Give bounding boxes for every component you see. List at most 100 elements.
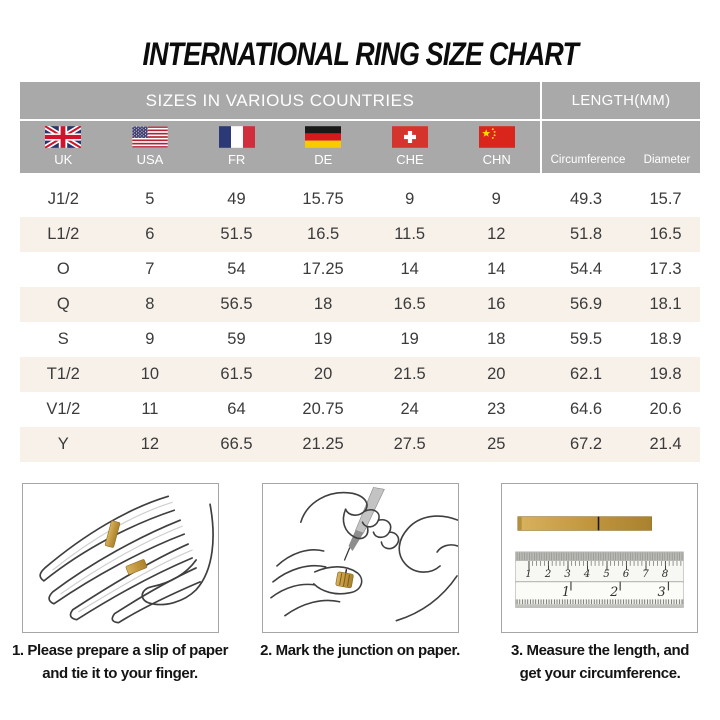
table-row: Y 12 66.5 21.25 27.5 25 67.2 21.4 xyxy=(20,427,700,462)
table-cell: 16.5 xyxy=(307,225,340,243)
column-label: FR xyxy=(227,152,246,167)
column-label: CHE xyxy=(396,152,424,167)
table-cell: 49 xyxy=(227,190,246,208)
table-cell: 19 xyxy=(313,330,333,348)
table-cell: 59 xyxy=(227,330,246,348)
column-header-de: DE xyxy=(280,121,367,173)
svg-text:1: 1 xyxy=(525,568,532,580)
table-cell: 18 xyxy=(487,330,506,348)
table-row: O 7 54 17.25 14 14 54.4 17.3 xyxy=(20,252,700,287)
table-cell: 14 xyxy=(400,260,419,278)
china-flag-icon xyxy=(478,126,515,148)
length-group-header: LENGTH(MM) xyxy=(542,82,700,119)
column-label: CHN xyxy=(482,152,511,167)
table-cell: Q xyxy=(56,295,70,313)
size-table-body: J1/2 5 49 15.75 9 9 49.3 15.7 L1/2 6 51.5 16.5 11.5 1… xyxy=(20,182,700,462)
svg-text:2: 2 xyxy=(544,568,552,580)
svg-text:7: 7 xyxy=(642,568,649,580)
table-cell: 12 xyxy=(140,435,160,453)
table-cell: L1/2 xyxy=(47,225,80,243)
step-captions: 1. Please prepare a slip of paper and ti… xyxy=(0,640,720,685)
table-cell: 15.75 xyxy=(302,190,344,208)
table-cell: 18.9 xyxy=(649,330,682,348)
step-1-illustration xyxy=(22,483,219,633)
hand-with-paper-slip-illustration xyxy=(39,495,214,624)
table-cell: 20 xyxy=(487,365,506,383)
switzerland-flag-icon xyxy=(391,126,428,148)
table-cell: 61.5 xyxy=(220,365,253,383)
column-header-uk: UK xyxy=(20,121,107,173)
table-cell: 66.5 xyxy=(220,435,253,453)
table-cell: 49.3 xyxy=(570,190,603,208)
table-cell: 62.1 xyxy=(570,365,603,383)
table-cell: 9 xyxy=(405,190,415,208)
germany-flag-icon xyxy=(305,126,342,148)
table-cell: 67.2 xyxy=(570,435,603,453)
table-cell: 12 xyxy=(487,225,506,243)
table-cell: 6 xyxy=(145,225,155,243)
ruler-inch-numbers: 1 2 3 xyxy=(562,585,666,600)
size-conversion-table: SIZES IN VARIOUS COUNTRIES LENGTH(MM) UK xyxy=(20,82,700,462)
page-title-text: INTERNATIONAL RING SIZE CHART xyxy=(142,36,578,72)
uk-flag-icon xyxy=(45,126,82,148)
country-columns: UK xyxy=(20,121,540,173)
step-2-illustration xyxy=(261,483,459,633)
table-group-header: SIZES IN VARIOUS COUNTRIES LENGTH(MM) xyxy=(20,82,700,119)
table-row: L1/2 6 51.5 16.5 11.5 12 51.8 16.5 xyxy=(20,217,700,252)
table-cell: 25 xyxy=(487,435,506,453)
svg-text:4: 4 xyxy=(583,568,591,580)
table-cell: 17.3 xyxy=(649,260,682,278)
column-header-che: CHE xyxy=(367,121,454,173)
table-cell: 56.5 xyxy=(220,295,253,313)
france-flag-icon xyxy=(218,126,255,148)
table-cell: 16.5 xyxy=(393,295,426,313)
column-label: DE xyxy=(314,152,333,167)
table-cell: 16 xyxy=(487,295,506,313)
table-cell: S xyxy=(57,330,69,348)
table-cell: 7 xyxy=(145,260,155,278)
table-cell: 8 xyxy=(145,295,155,313)
table-cell: 24 xyxy=(400,400,419,418)
table-cell: 54.4 xyxy=(570,260,603,278)
length-columns: Circumference Diameter xyxy=(542,121,700,173)
table-cell: 23 xyxy=(487,400,506,418)
column-header-diameter: Diameter xyxy=(643,154,691,166)
table-cell: 64 xyxy=(227,400,246,418)
table-cell: 21.4 xyxy=(649,435,682,453)
table-cell: 11.5 xyxy=(394,225,426,243)
table-cell: 54 xyxy=(227,260,246,278)
table-cell: 27.5 xyxy=(393,435,426,453)
table-cell: 18.1 xyxy=(649,295,682,313)
column-label: UK xyxy=(54,152,73,167)
mark-junction-illustration xyxy=(269,487,458,622)
column-header-usa: USA xyxy=(107,121,194,173)
table-cell: 51.8 xyxy=(570,225,603,243)
table-cell: 9 xyxy=(491,190,501,208)
table-column-header: UK xyxy=(20,121,700,173)
table-row: T1/2 10 61.5 20 21.5 20 62.1 19.8 xyxy=(20,357,700,392)
table-cell: 18 xyxy=(313,295,333,313)
table-cell: 59.5 xyxy=(570,330,603,348)
page-title: INTERNATIONAL RING SIZE CHART xyxy=(0,36,720,73)
table-cell: 64.6 xyxy=(570,400,603,418)
table-cell: O xyxy=(56,260,70,278)
sizes-group-header: SIZES IN VARIOUS COUNTRIES xyxy=(20,82,540,119)
svg-text:5: 5 xyxy=(603,568,610,580)
table-cell: 56.9 xyxy=(570,295,603,313)
table-cell: 21.5 xyxy=(393,365,426,383)
column-header-fr: FR xyxy=(193,121,280,173)
table-cell: 20.75 xyxy=(302,400,344,418)
column-label: USA xyxy=(136,152,164,167)
table-cell: T1/2 xyxy=(46,365,80,383)
table-row: S 9 59 19 19 18 59.5 18.9 xyxy=(20,322,700,357)
table-cell: 19 xyxy=(400,330,419,348)
table-cell: 16.5 xyxy=(649,225,682,243)
table-cell: J1/2 xyxy=(47,190,79,208)
usa-flag-icon xyxy=(131,126,168,148)
svg-text:8: 8 xyxy=(662,568,669,580)
svg-text:2: 2 xyxy=(609,585,618,600)
